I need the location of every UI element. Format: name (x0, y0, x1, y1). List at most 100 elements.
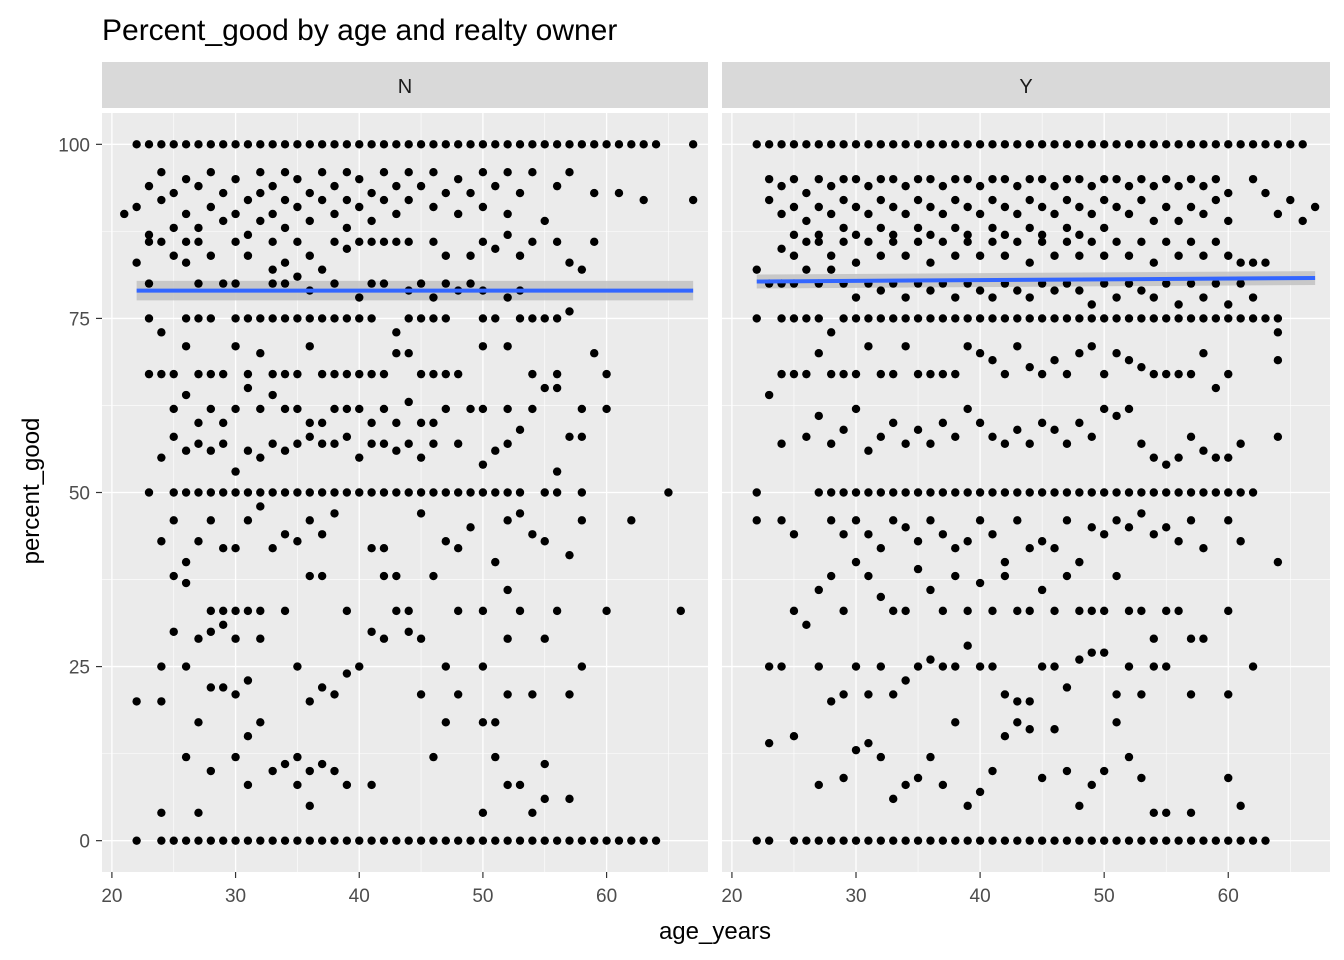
data-point (1224, 836, 1233, 845)
data-point (851, 557, 861, 567)
data-point (342, 606, 352, 616)
data-point (1013, 181, 1022, 191)
data-point (1075, 801, 1084, 811)
data-point (963, 314, 972, 323)
data-point (157, 537, 166, 546)
data-point (305, 188, 314, 198)
data-point (1000, 202, 1010, 212)
data-point (441, 251, 451, 260)
data-point (839, 488, 848, 497)
data-point (826, 439, 836, 448)
data-point (938, 314, 948, 323)
data-point (752, 488, 761, 497)
data-point (317, 418, 327, 428)
data-point (926, 258, 935, 267)
data-point (515, 140, 525, 149)
data-point (540, 140, 549, 149)
data-point (231, 690, 240, 699)
data-point (951, 174, 960, 184)
data-point (429, 140, 438, 149)
data-point (1199, 349, 1208, 358)
data-point (951, 571, 960, 581)
data-point (491, 718, 500, 727)
data-point (503, 780, 512, 790)
data-point (602, 404, 611, 414)
data-point (1037, 202, 1047, 212)
data-point (206, 404, 216, 414)
data-point (379, 488, 389, 497)
data-point (1124, 752, 1134, 762)
data-point (515, 488, 525, 497)
data-point (1199, 293, 1208, 302)
data-point (901, 251, 910, 260)
data-point (367, 140, 376, 149)
data-point (1224, 369, 1233, 379)
data-point (889, 230, 898, 240)
data-point (441, 537, 451, 546)
data-point (1050, 488, 1059, 497)
data-point (864, 237, 873, 247)
data-point (268, 237, 277, 247)
y-tick-label: 50 (69, 484, 90, 505)
data-point (1112, 718, 1121, 727)
data-point (1000, 140, 1010, 149)
data-point (231, 342, 240, 351)
data-point (355, 662, 364, 671)
data-point (552, 467, 562, 476)
data-point (1211, 140, 1221, 149)
data-point (802, 188, 811, 198)
data-point (802, 620, 811, 630)
data-point (392, 446, 401, 455)
data-point (963, 140, 972, 149)
data-point (293, 314, 302, 323)
data-point (528, 237, 537, 247)
data-point (864, 140, 873, 149)
data-point (491, 244, 500, 253)
data-point (515, 425, 525, 435)
data-point (1062, 314, 1072, 323)
data-point (478, 606, 488, 616)
data-point (1137, 174, 1146, 184)
data-point (392, 606, 401, 616)
data-point (243, 606, 253, 616)
data-point (317, 265, 327, 274)
data-point (1099, 174, 1109, 184)
data-point (515, 188, 525, 198)
data-point (1224, 140, 1233, 149)
data-point (913, 195, 923, 205)
data-point (1224, 690, 1233, 699)
data-point (243, 516, 253, 525)
data-point (1186, 202, 1196, 212)
data-point (1000, 571, 1010, 581)
data-point (889, 174, 898, 184)
data-point (453, 209, 463, 219)
data-point (416, 453, 426, 462)
data-point (876, 369, 886, 379)
data-point (889, 369, 898, 379)
data-point (552, 606, 562, 616)
data-point (802, 314, 811, 323)
data-point (404, 167, 413, 177)
data-point (392, 237, 401, 247)
data-point (1162, 606, 1171, 616)
data-point (913, 369, 923, 379)
data-point (975, 314, 985, 323)
data-point (1273, 314, 1283, 323)
smooth-line-y (756, 276, 1316, 284)
data-point (429, 418, 438, 428)
data-point (1186, 237, 1196, 247)
data-point (1124, 251, 1134, 260)
data-point (876, 544, 886, 553)
y-axis: 0 25 50 75 100 (58, 135, 102, 853)
data-point (963, 230, 972, 240)
data-point (392, 209, 401, 219)
data-point (429, 293, 438, 302)
data-point (1037, 836, 1047, 845)
data-point (764, 738, 774, 748)
data-point (1075, 488, 1084, 497)
data-point (864, 571, 873, 581)
data-point (194, 237, 203, 247)
data-point (1013, 606, 1022, 616)
data-point (1025, 836, 1034, 845)
data-point (144, 237, 154, 247)
